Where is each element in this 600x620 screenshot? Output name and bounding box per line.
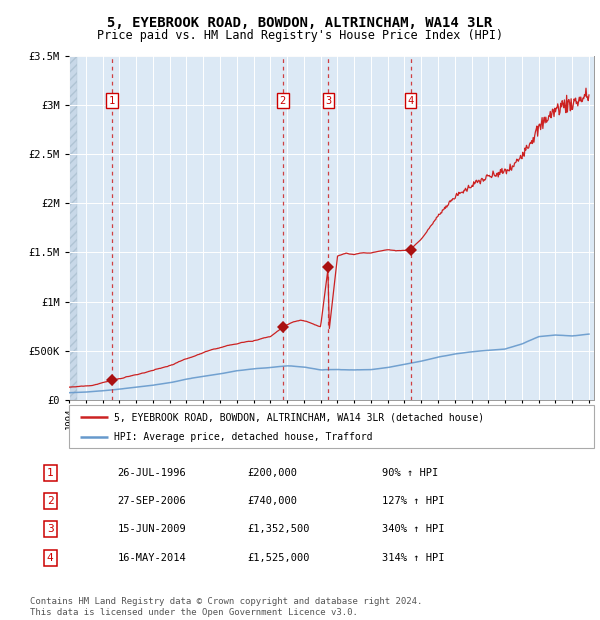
Text: 5, EYEBROOK ROAD, BOWDON, ALTRINCHAM, WA14 3LR (detached house): 5, EYEBROOK ROAD, BOWDON, ALTRINCHAM, WA…	[113, 412, 484, 422]
Text: 1: 1	[109, 95, 115, 105]
Text: 26-JUL-1996: 26-JUL-1996	[118, 468, 187, 478]
Text: £740,000: £740,000	[247, 496, 297, 506]
Text: HPI: Average price, detached house, Trafford: HPI: Average price, detached house, Traf…	[113, 432, 372, 442]
Text: £200,000: £200,000	[247, 468, 297, 478]
Text: 1: 1	[47, 468, 53, 478]
Text: 4: 4	[407, 95, 414, 105]
Text: 90% ↑ HPI: 90% ↑ HPI	[382, 468, 439, 478]
Text: 5, EYEBROOK ROAD, BOWDON, ALTRINCHAM, WA14 3LR: 5, EYEBROOK ROAD, BOWDON, ALTRINCHAM, WA…	[107, 16, 493, 30]
FancyBboxPatch shape	[69, 405, 594, 448]
Text: Price paid vs. HM Land Registry's House Price Index (HPI): Price paid vs. HM Land Registry's House …	[97, 29, 503, 42]
Text: 4: 4	[47, 553, 53, 563]
Text: 314% ↑ HPI: 314% ↑ HPI	[382, 553, 445, 563]
Text: 2: 2	[280, 95, 286, 105]
Text: 127% ↑ HPI: 127% ↑ HPI	[382, 496, 445, 506]
Text: 27-SEP-2006: 27-SEP-2006	[118, 496, 187, 506]
Text: Contains HM Land Registry data © Crown copyright and database right 2024.
This d: Contains HM Land Registry data © Crown c…	[30, 598, 422, 617]
Text: 16-MAY-2014: 16-MAY-2014	[118, 553, 187, 563]
Text: £1,525,000: £1,525,000	[247, 553, 310, 563]
Text: 2: 2	[47, 496, 53, 506]
Text: 3: 3	[325, 95, 331, 105]
Text: 3: 3	[47, 524, 53, 534]
Text: £1,352,500: £1,352,500	[247, 524, 310, 534]
Text: 15-JUN-2009: 15-JUN-2009	[118, 524, 187, 534]
Text: 340% ↑ HPI: 340% ↑ HPI	[382, 524, 445, 534]
